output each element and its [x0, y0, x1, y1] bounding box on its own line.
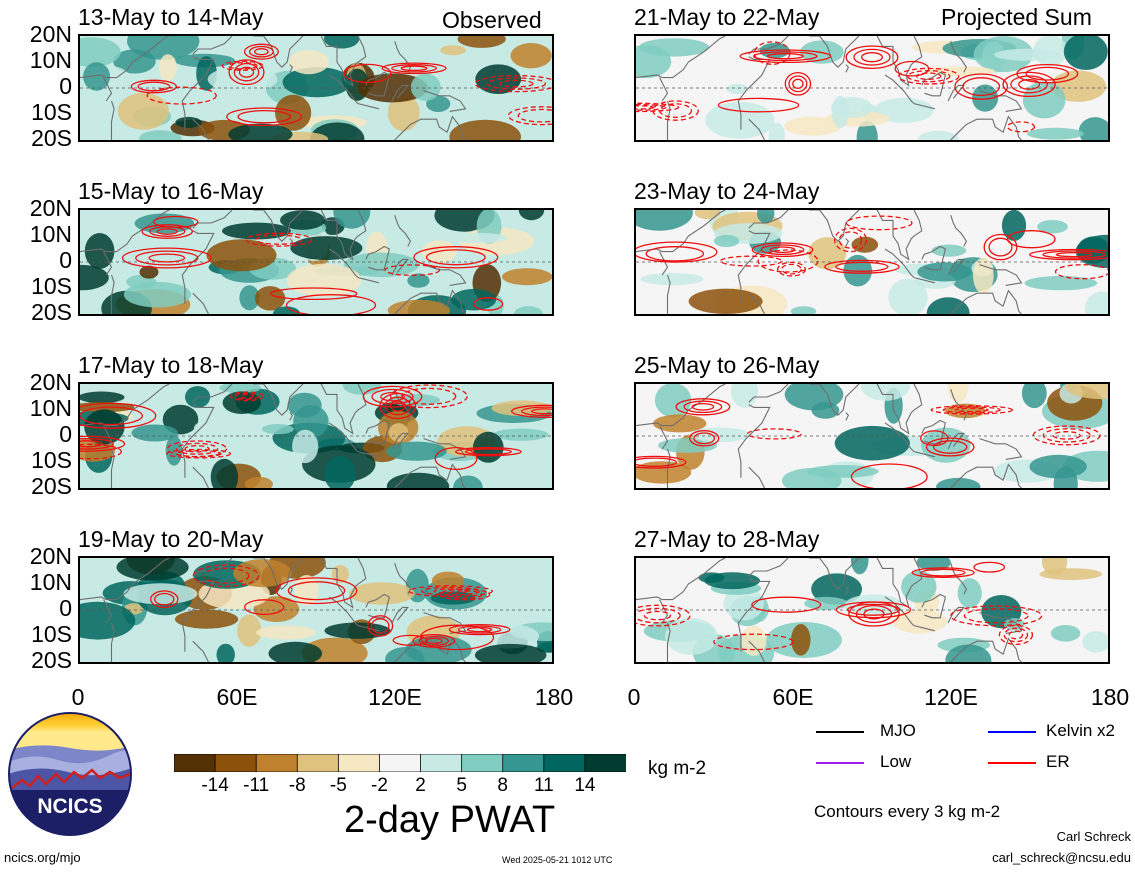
panel-title-4: 19-May to 20-May [78, 526, 264, 552]
panel-title-6: 23-May to 24-May [634, 178, 820, 204]
y-tick-row3-1: 10N [29, 395, 72, 421]
y-tick-row4-4: 20S [31, 647, 72, 673]
map-panel-8 [634, 556, 1110, 664]
legend-mjo-line [816, 731, 864, 733]
x-tick-right-60e: 60E [772, 684, 814, 710]
colorbar-swatch-3 [296, 753, 340, 773]
pwat-map-6 [636, 210, 1108, 314]
colorbar-label-9: 14 [574, 775, 596, 796]
colorbar-swatch-5 [379, 753, 422, 773]
map-panel-5 [634, 34, 1110, 142]
colorbar-label-1: -11 [243, 775, 270, 796]
x-tick-right-120e: 120E [924, 684, 978, 710]
panel-title-8: 27-May to 28-May [634, 526, 820, 552]
pwat-map-2 [80, 210, 552, 314]
legend-kelvin-line [988, 731, 1036, 733]
panel-title-5: 21-May to 22-May [634, 4, 820, 30]
x-tick-left-180: 180 [534, 684, 574, 710]
pwat-map-7 [636, 384, 1108, 488]
y-tick-row1-1: 10N [29, 47, 72, 73]
pwat-map-4 [80, 558, 552, 662]
map-panel-1 [78, 34, 554, 142]
y-tick-row1-4: 20S [31, 125, 72, 151]
footer-author: Carl Schreck [1056, 829, 1131, 844]
colorbar-swatches [173, 753, 628, 773]
colorbar-label-6: 5 [456, 775, 467, 796]
colorbar-swatch-7 [461, 753, 504, 773]
panel-title-7: 25-May to 26-May [634, 352, 820, 378]
y-tick-row4-2: 0 [59, 595, 72, 621]
y-tick-row2-1: 10N [29, 221, 72, 247]
colorbar-label-3: -5 [329, 775, 347, 796]
ncics-logo-graphic: NCICS [8, 712, 132, 836]
map-panel-6 [634, 208, 1110, 316]
y-tick-row2-3: 10S [31, 273, 72, 299]
legend-mjo-label: MJO [880, 721, 916, 740]
colorbar-label-4: -2 [371, 775, 388, 796]
pwat-map-3 [80, 384, 552, 488]
y-tick-row1-3: 10S [31, 99, 72, 125]
panel-title-3: 17-May to 18-May [78, 352, 264, 378]
y-tick-row2-0: 20N [29, 195, 72, 221]
colorbar-swatch-0 [173, 753, 217, 773]
y-tick-row4-1: 10N [29, 569, 72, 595]
y-tick-row2-4: 20S [31, 299, 72, 325]
legend-er-label: ER [1046, 752, 1070, 771]
colorbar-swatch-2 [255, 753, 299, 773]
legend-kelvin-label: Kelvin x2 [1046, 721, 1115, 740]
colorbar-swatch-4 [337, 753, 381, 773]
panel-title-1: 13-May to 14-May [78, 4, 264, 30]
colorbar-swatch-10 [584, 753, 628, 773]
legend-low-label: Low [880, 752, 912, 771]
legend-low-line [816, 762, 864, 764]
y-tick-row2-2: 0 [59, 247, 72, 273]
footer-timestamp: Wed 2025-05-21 1012 UTC [502, 855, 613, 865]
colorbar-label-0: -14 [201, 775, 229, 796]
contour-note: Contours every 3 kg m-2 [814, 802, 1001, 821]
projected-header: Projected Sum [941, 4, 1092, 30]
y-tick-row1-2: 0 [59, 73, 72, 99]
colorbar-label-8: 11 [533, 775, 554, 796]
ncics-logo: NCICS [8, 712, 132, 836]
colorbar [173, 753, 628, 773]
product-title: 2-day PWAT [344, 799, 556, 841]
pwat-map-1 [80, 36, 552, 140]
colorbar-units: kg m-2 [648, 758, 707, 779]
x-tick-left-0: 0 [71, 684, 85, 710]
x-tick-right-0: 0 [627, 684, 641, 710]
panel-title-2: 15-May to 16-May [78, 178, 264, 204]
colorbar-swatch-6 [420, 753, 463, 773]
y-tick-row3-2: 0 [59, 421, 72, 447]
colorbar-swatch-8 [502, 753, 545, 773]
map-panel-4 [78, 556, 554, 664]
y-tick-row1-0: 20N [29, 21, 72, 47]
map-panel-2 [78, 208, 554, 316]
colorbar-swatch-1 [214, 753, 258, 773]
observed-header: Observed [442, 7, 542, 33]
legend-er-line [988, 762, 1036, 764]
y-tick-row3-0: 20N [29, 369, 72, 395]
y-tick-row3-3: 10S [31, 447, 72, 473]
y-tick-row4-0: 20N [29, 543, 72, 569]
x-tick-left-60e: 60E [216, 684, 258, 710]
map-panel-7 [634, 382, 1110, 490]
map-panel-3 [78, 382, 554, 490]
y-tick-row3-4: 20S [31, 473, 72, 499]
colorbar-label-5: 2 [415, 775, 426, 796]
footer-email: carl_schreck@ncsu.edu [992, 850, 1131, 865]
pwat-map-5 [636, 36, 1108, 140]
colorbar-label-7: 8 [497, 775, 509, 796]
y-tick-row4-3: 10S [31, 621, 72, 647]
colorbar-label-2: -8 [288, 775, 306, 796]
colorbar-swatch-9 [543, 753, 586, 773]
footer-url: ncics.org/mjo [4, 850, 81, 865]
x-tick-right-180: 180 [1090, 684, 1130, 710]
logo-text: NCICS [37, 795, 102, 818]
x-tick-left-120e: 120E [368, 684, 422, 710]
pwat-map-8 [636, 558, 1108, 662]
